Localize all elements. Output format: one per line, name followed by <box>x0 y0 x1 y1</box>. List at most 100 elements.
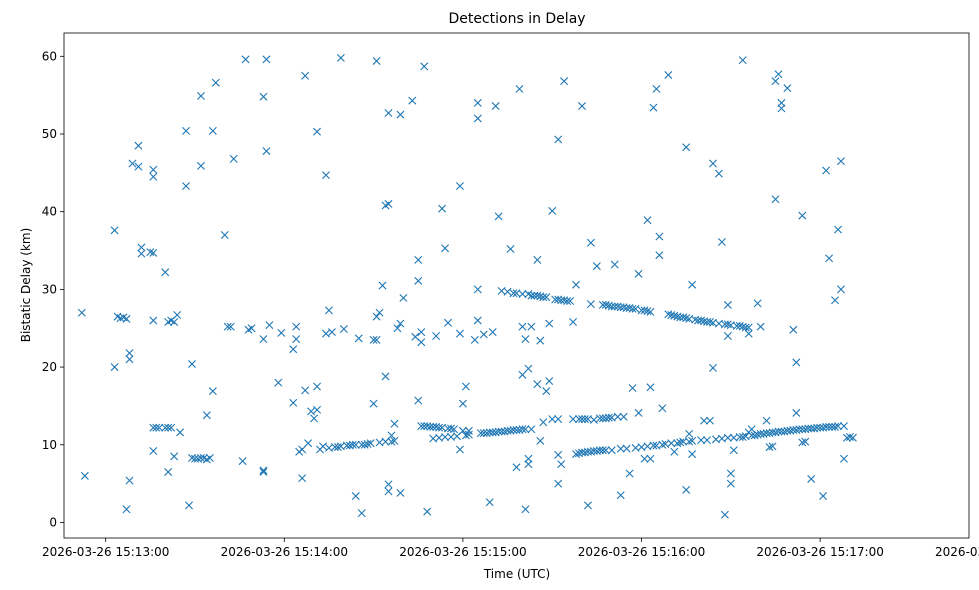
data-point <box>813 423 822 432</box>
y-axis-label: Bistatic Delay (km) <box>19 228 33 343</box>
data-point <box>616 491 625 500</box>
data-point <box>688 450 697 459</box>
data-point <box>205 453 214 462</box>
data-point <box>566 297 575 306</box>
data-point <box>569 318 578 327</box>
data-point <box>384 199 393 208</box>
data-point <box>837 157 845 166</box>
data-point <box>643 216 652 225</box>
data-point <box>363 440 372 448</box>
data-point <box>164 423 173 432</box>
data-point <box>658 404 667 413</box>
data-point <box>485 428 494 437</box>
data-point <box>735 321 744 330</box>
data-point <box>839 454 848 463</box>
data-points <box>77 53 857 519</box>
data-point <box>801 437 810 446</box>
data-point <box>491 102 500 111</box>
data-point <box>649 441 658 450</box>
data-point <box>601 446 610 455</box>
data-point <box>301 71 310 80</box>
data-point <box>723 433 732 442</box>
data-point <box>164 318 173 327</box>
data-point <box>149 165 158 174</box>
data-point <box>262 147 271 156</box>
data-point <box>304 439 313 448</box>
data-point <box>417 422 426 431</box>
data-point <box>670 447 679 456</box>
data-point <box>447 424 455 433</box>
x-tick-label: 2026-03-26 15:15:00 <box>399 545 526 559</box>
data-point <box>259 466 268 475</box>
data-point <box>396 319 405 328</box>
data-point <box>408 96 417 105</box>
data-point <box>774 70 783 79</box>
data-point <box>640 306 649 315</box>
data-point <box>533 291 542 300</box>
data-point <box>414 255 423 264</box>
data-point <box>848 433 857 442</box>
data-point <box>619 412 628 421</box>
data-point <box>524 364 533 373</box>
data-point <box>458 399 467 408</box>
data-point <box>548 206 557 215</box>
x-axis-label: Time (UTC) <box>483 567 550 581</box>
data-point <box>348 440 357 449</box>
data-point <box>518 322 527 331</box>
data-point <box>488 328 497 337</box>
data-point <box>774 427 783 436</box>
data-point <box>509 426 518 434</box>
data-point <box>697 316 706 325</box>
data-point <box>512 463 521 472</box>
data-point <box>182 182 191 191</box>
data-point <box>292 335 301 344</box>
x-tick-label: 2026-03-26 15:17:00 <box>756 545 883 559</box>
data-point <box>688 436 697 445</box>
data-point <box>384 109 393 118</box>
data-point <box>768 442 777 451</box>
data-point <box>798 438 807 447</box>
data-point <box>298 474 307 483</box>
data-point <box>226 322 235 331</box>
data-point <box>461 431 470 440</box>
data-point <box>509 289 518 298</box>
data-point <box>292 322 301 331</box>
data-point <box>726 479 735 488</box>
data-point <box>595 414 604 423</box>
data-point <box>741 323 750 332</box>
data-point <box>795 425 804 434</box>
data-point <box>259 335 268 344</box>
chart-title: Detections in Delay <box>448 11 585 27</box>
data-point <box>563 297 572 306</box>
data-point <box>333 443 342 452</box>
data-point <box>729 446 738 455</box>
data-point <box>658 440 667 449</box>
data-point <box>476 429 485 438</box>
data-point <box>417 338 426 347</box>
data-point <box>845 433 854 441</box>
x-tick-label: 2026-03-26 15:13:00 <box>42 545 169 559</box>
data-point <box>706 318 714 327</box>
data-point <box>77 308 86 317</box>
data-point <box>673 439 682 448</box>
data-point <box>441 244 450 253</box>
data-point <box>601 300 610 309</box>
data-point <box>196 91 205 100</box>
data-point <box>640 454 649 463</box>
data-point <box>196 453 205 462</box>
data-point <box>321 329 330 338</box>
data-point <box>381 437 390 446</box>
data-point <box>572 450 581 459</box>
data-point <box>652 84 661 93</box>
data-point <box>149 172 158 181</box>
data-point <box>414 396 423 405</box>
data-point <box>414 276 423 285</box>
data-point <box>723 300 732 309</box>
y-tick-label: 30 <box>42 282 57 296</box>
data-point <box>825 254 834 263</box>
data-point <box>542 387 551 396</box>
data-point <box>455 329 464 338</box>
y-axis-ticks: 0 10 20 30 40 50 60 <box>42 49 64 529</box>
data-point <box>470 335 479 344</box>
data-point <box>572 280 581 289</box>
